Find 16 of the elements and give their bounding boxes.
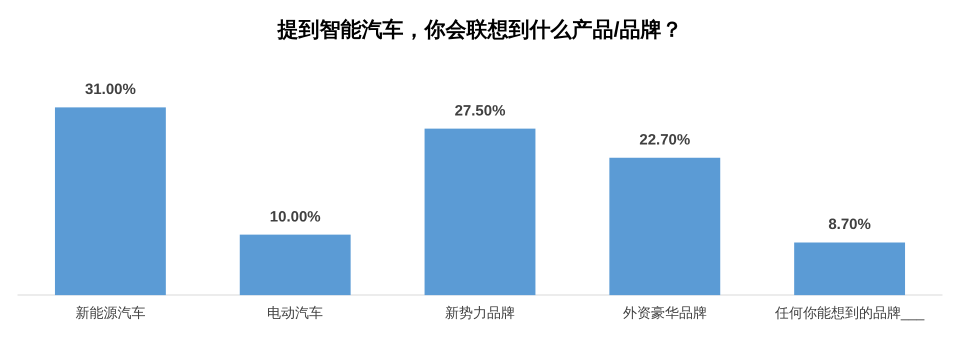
chart-title: 提到智能汽车，你会联想到什么产品/品牌？ [276, 17, 682, 42]
x-tick-label: 电动汽车 [267, 304, 324, 320]
bar [794, 242, 906, 296]
x-tick-label: 新能源汽车 [75, 304, 146, 320]
x-tick-label: 任何你能想到的品牌___ [774, 304, 924, 320]
data-label: 10.00% [270, 208, 321, 226]
x-tick-label: 外资豪华品牌 [622, 304, 707, 320]
data-label: 22.70% [639, 131, 690, 148]
data-label: 27.50% [454, 102, 506, 120]
data-label: 8.70% [828, 216, 871, 234]
bar [609, 158, 720, 296]
data-label: 31.00% [84, 81, 136, 98]
bar [424, 128, 536, 296]
bar [54, 107, 166, 296]
x-tick-label: 新势力品牌 [445, 304, 515, 320]
bar [240, 234, 351, 296]
